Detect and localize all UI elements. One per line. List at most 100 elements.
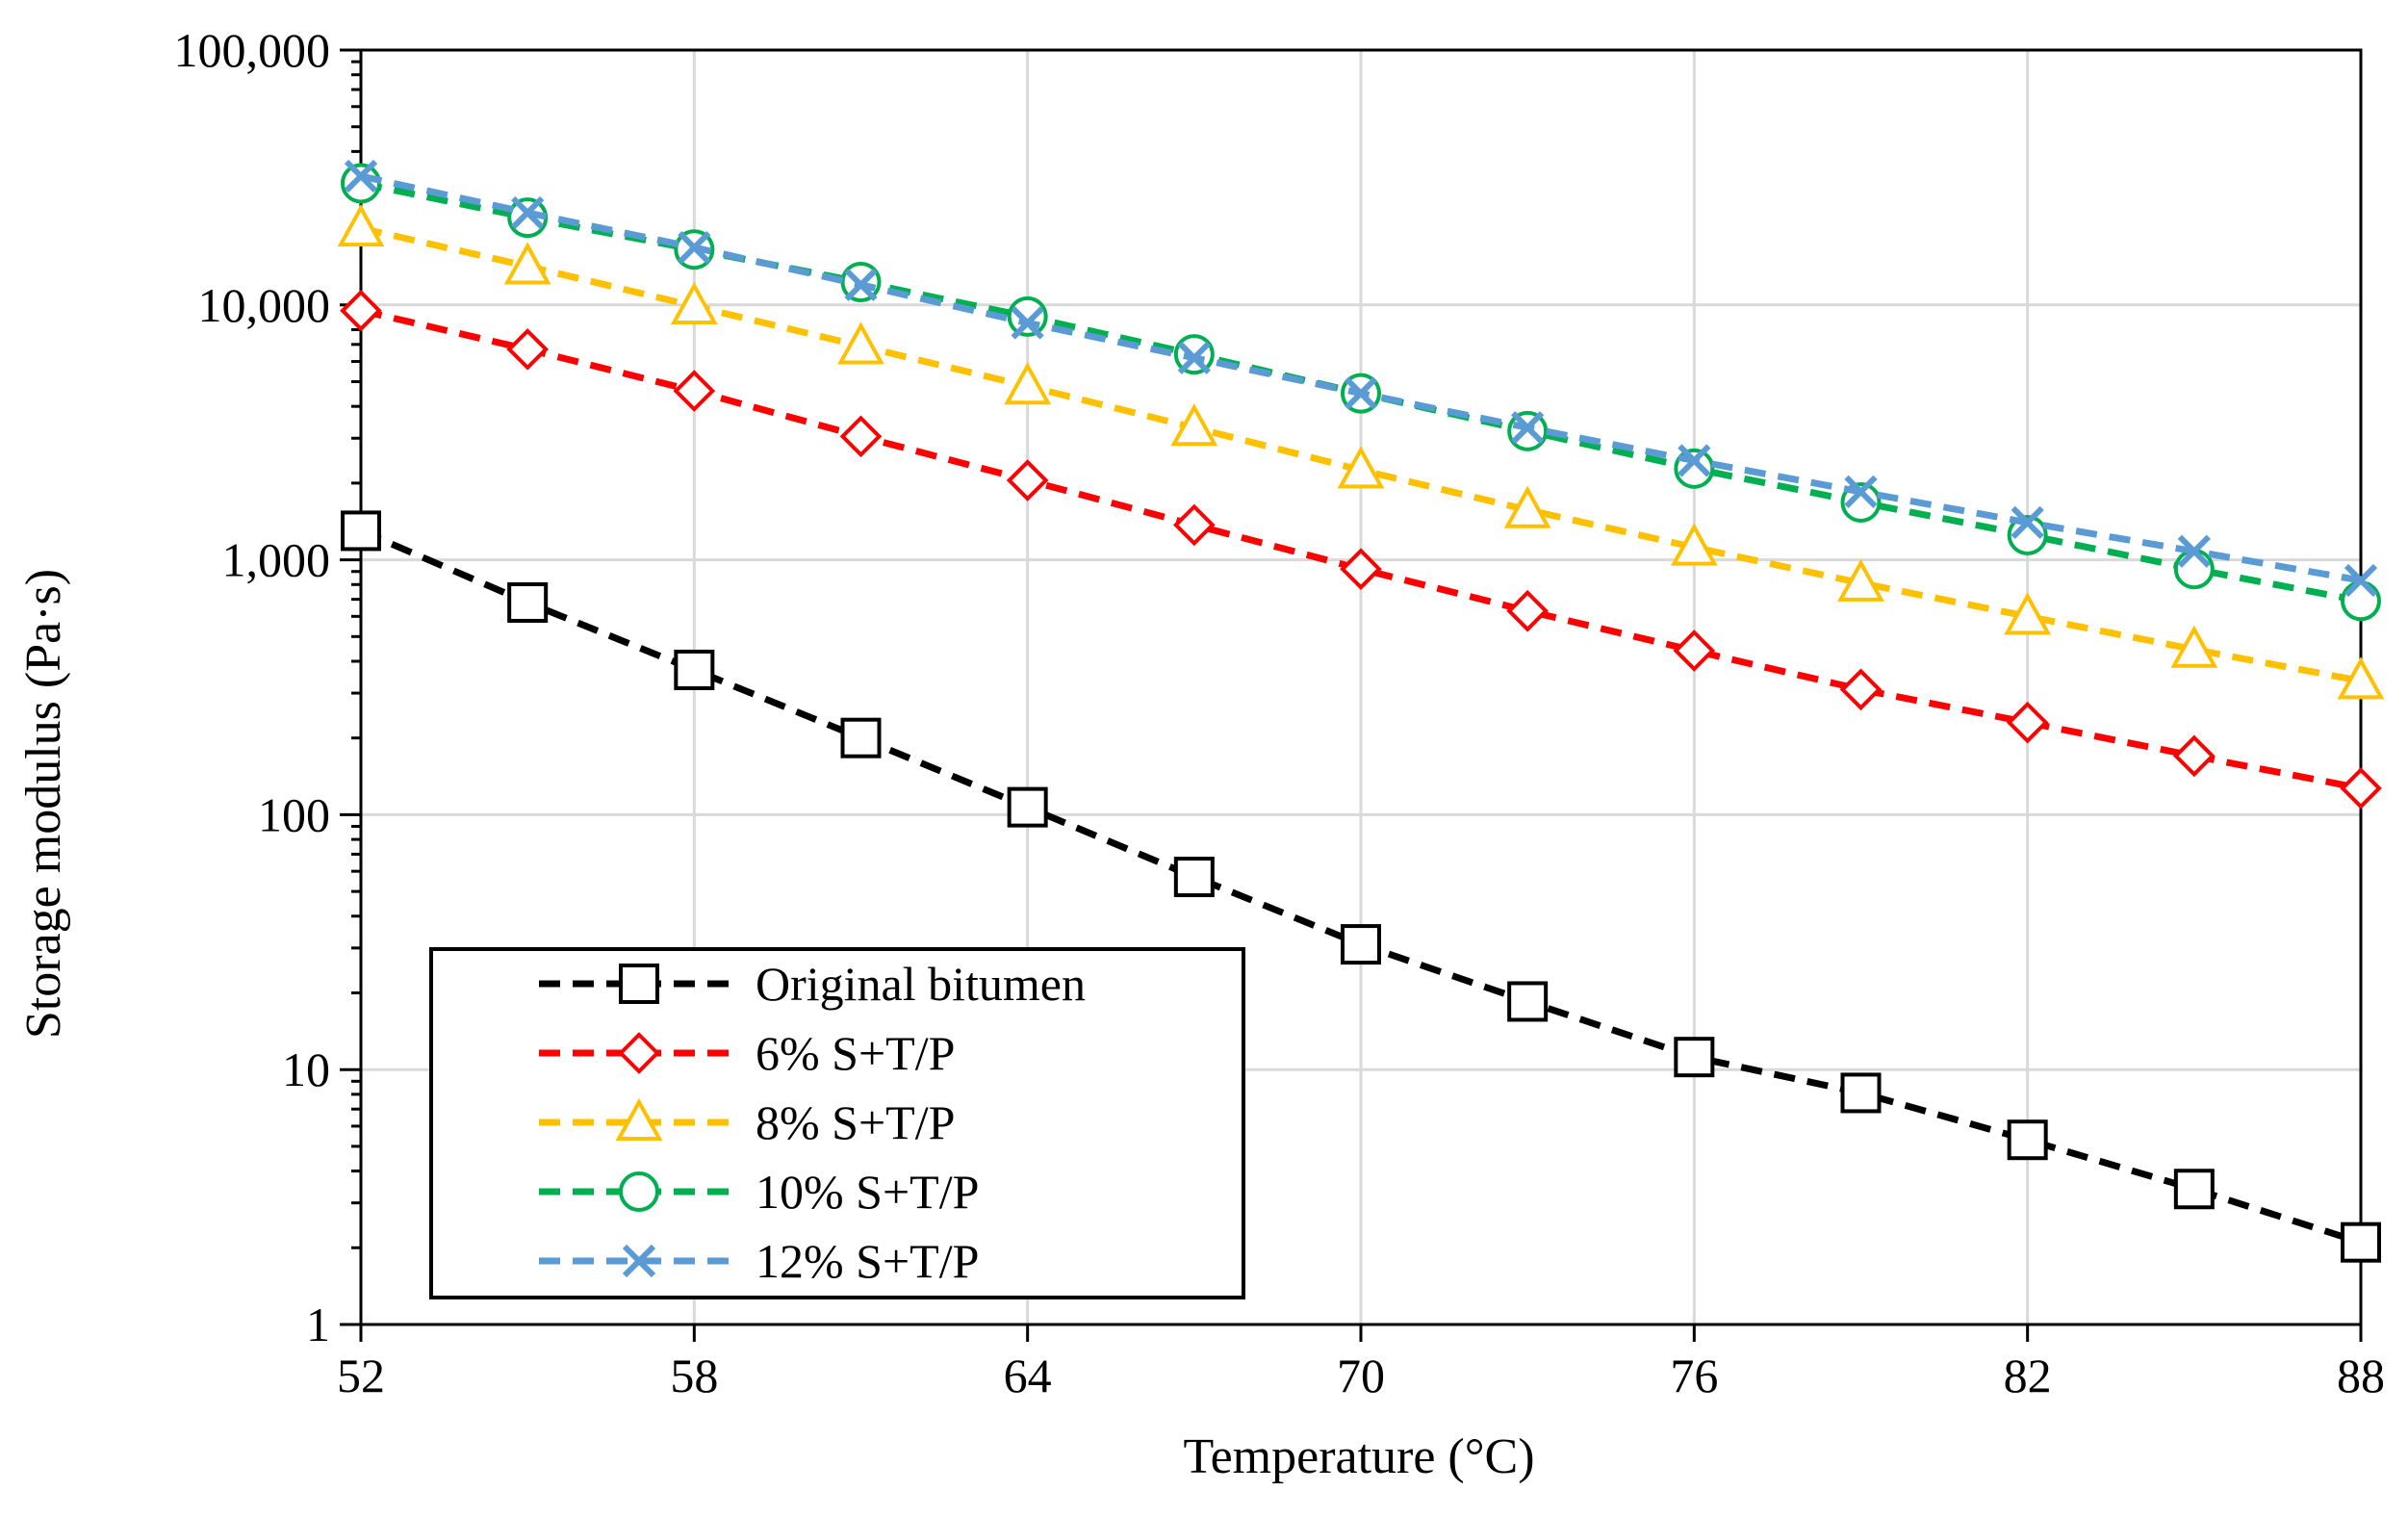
data-point-triangle <box>503 242 551 285</box>
data-point-square <box>507 581 549 623</box>
marker-stroke <box>678 231 711 265</box>
legend-label: 10% S+T/P <box>756 1165 979 1219</box>
data-point-diamond <box>839 415 883 458</box>
data-point-triangle <box>1170 403 1218 447</box>
data-point-diamond <box>1673 630 1716 672</box>
axes: 1 10 100 1,000 10,000 100,000 52 58 64 70 76 82 88 <box>174 23 2386 1402</box>
legend-item-8-s-t-p: 8% S+T/P <box>539 1095 955 1149</box>
data-point-diamond <box>2173 734 2216 778</box>
y-tick-label: 1,000 <box>222 533 331 587</box>
x-tick-label: 70 <box>1337 1349 1385 1402</box>
marker-stroke <box>2177 534 2211 568</box>
x-axis-title: Temperature (°C) <box>1183 1429 1534 1484</box>
data-point-x <box>1844 475 1878 508</box>
data-point-x <box>678 231 711 265</box>
marker-stroke <box>1511 411 1545 445</box>
data-point-square <box>1173 857 1215 898</box>
data-point-triangle <box>1837 558 1884 602</box>
data-point-square <box>840 717 882 758</box>
data-point-circle <box>2341 580 2381 622</box>
data-point-square <box>341 510 381 552</box>
legend: Original bitumen 6% S+T/P 8% S+T/P 10% S+T/… <box>429 947 1245 1299</box>
y-tick-label: 10,000 <box>198 278 331 332</box>
data-point-diamond <box>340 289 382 332</box>
y-axis-title: Storage modulus (Pa·s) <box>16 569 71 1039</box>
legend-item-12-s-t-p: 12% S+T/P <box>539 1234 979 1288</box>
data-point-diamond <box>1173 503 1216 547</box>
data-point-triangle <box>2004 592 2052 635</box>
data-point-diamond <box>1839 668 1883 711</box>
x-tick-label: 58 <box>670 1349 718 1402</box>
data-point-x <box>2177 534 2211 568</box>
marker-stroke <box>344 159 378 193</box>
data-point-diamond <box>1506 589 1549 632</box>
marker-stroke <box>1344 376 1378 410</box>
data-point-square <box>2007 1119 2048 1161</box>
data-point-circle <box>2007 514 2048 555</box>
marker-stroke <box>2011 505 2044 540</box>
data-point-triangle <box>1503 485 1551 528</box>
marker-stroke <box>2344 563 2378 598</box>
data-point-x <box>1011 306 1044 340</box>
marker-stroke <box>511 195 545 230</box>
marker-stroke <box>1177 341 1211 374</box>
legend-marker <box>619 964 659 1004</box>
x-tick-label: 52 <box>337 1349 385 1402</box>
series-6-s-t-p <box>340 289 2382 810</box>
data-point-x <box>1344 376 1378 410</box>
data-point-square <box>1840 1072 1882 1114</box>
series-12-s-t-p <box>344 159 2378 598</box>
data-point-diamond <box>2340 767 2382 810</box>
data-point-triangle <box>837 321 884 365</box>
legend-item-10-s-t-p: 10% S+T/P <box>539 1165 979 1219</box>
x-tick-label: 76 <box>1670 1349 1718 1402</box>
data-point-triangle <box>2170 625 2218 668</box>
legend-label: 12% S+T/P <box>756 1234 979 1288</box>
data-point-x <box>2344 563 2378 598</box>
legend-label: Original bitumen <box>756 957 1086 1011</box>
y-tick-label: 10 <box>282 1042 330 1096</box>
legend-item-original-bitumen: Original bitumen <box>539 957 1086 1011</box>
legend-box <box>429 947 1245 1299</box>
marker-stroke <box>1844 475 1878 508</box>
marker-stroke <box>622 1244 656 1278</box>
data-point-x <box>1511 411 1545 445</box>
data-point-diamond <box>1006 459 1049 501</box>
series <box>337 159 2385 1263</box>
data-point-triangle <box>337 203 385 247</box>
data-point-diamond <box>506 328 549 371</box>
data-point-x <box>344 159 378 193</box>
data-point-x <box>511 195 545 230</box>
legend-marker <box>618 1032 660 1074</box>
data-point-circle <box>1007 296 1048 337</box>
data-point-x <box>2011 505 2044 540</box>
marker-stroke <box>1678 444 1711 477</box>
y-tick-label: 1 <box>306 1298 330 1351</box>
series-8-s-t-p <box>337 203 2385 700</box>
x-tick-label: 82 <box>2004 1349 2052 1402</box>
legend-marker <box>622 1244 656 1278</box>
data-point-square <box>1674 1037 1715 1078</box>
legend-label: 6% S+T/P <box>756 1026 955 1080</box>
x-tick-label: 88 <box>2337 1349 2385 1402</box>
data-point-triangle <box>1337 446 1385 489</box>
data-point-diamond <box>673 370 716 412</box>
legend-label: 8% S+T/P <box>756 1095 955 1149</box>
data-point-diamond <box>2006 701 2049 744</box>
data-point-square <box>2341 1221 2381 1263</box>
data-point-diamond <box>1340 548 1382 591</box>
data-point-triangle <box>2337 656 2385 700</box>
marker-stroke <box>844 268 878 301</box>
data-point-x <box>1177 341 1211 374</box>
data-point-triangle <box>1670 523 1718 566</box>
data-point-triangle <box>670 281 718 324</box>
marker-stroke <box>1011 306 1044 340</box>
legend-item-6-s-t-p: 6% S+T/P <box>539 1026 955 1080</box>
data-point-square <box>2173 1169 2215 1210</box>
data-point-circle <box>341 163 381 204</box>
data-point-square <box>1341 924 1381 965</box>
data-point-x <box>844 268 878 301</box>
data-point-triangle <box>1004 362 1052 405</box>
